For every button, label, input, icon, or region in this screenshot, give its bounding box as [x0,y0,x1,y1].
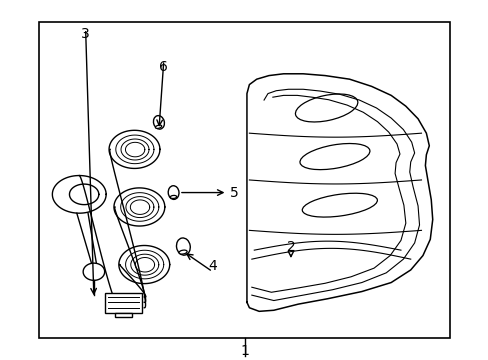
Text: 4: 4 [208,259,217,273]
Ellipse shape [170,195,176,198]
Bar [39,22,449,338]
Text: 2: 2 [286,239,295,253]
Ellipse shape [179,250,187,254]
Ellipse shape [168,186,179,199]
Ellipse shape [155,125,162,129]
Text: 1: 1 [240,344,248,358]
Text: 3: 3 [81,27,90,41]
Text: 6: 6 [159,60,168,73]
Text: 5: 5 [229,185,238,199]
Ellipse shape [176,238,190,255]
Bar [105,293,142,313]
Ellipse shape [153,116,164,129]
Bar [115,313,132,318]
